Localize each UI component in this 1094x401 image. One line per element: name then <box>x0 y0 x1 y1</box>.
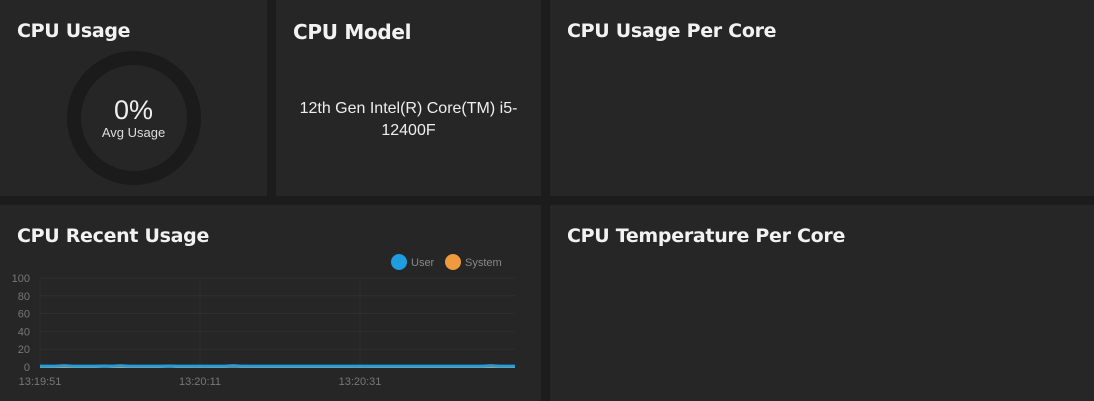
cpu-model-name: 12th Gen Intel(R) Core(TM) i5-12400F <box>299 100 518 139</box>
cpu-model-title: CPU Model <box>293 20 412 44</box>
x-tick-label: 13:20:31 <box>339 376 382 388</box>
y-tick-label: 20 <box>18 344 30 356</box>
x-tick-label: 13:20:11 <box>179 376 221 388</box>
legend-user-label: User <box>411 257 435 269</box>
y-tick-label: 80 <box>18 291 30 303</box>
y-tick-label: 0 <box>24 362 30 374</box>
cpu-recent-usage-chart: 0 20 40 60 80 100 13:19:51 13:20:11 13:20:31 User… <box>12 254 515 388</box>
y-tick-label: 100 <box>12 273 30 285</box>
legend-system-swatch <box>445 254 461 270</box>
cpu-model-panel: CPU Model 12th Gen Intel(R) Core(TM) i5-… <box>276 0 541 196</box>
cpu-usage-gauge <box>67 51 201 185</box>
cpu-usage-per-core-title: CPU Usage Per Core <box>567 20 777 42</box>
y-tick-label: 60 <box>18 309 30 321</box>
cpu-usage-per-core-chart: 020406080100123456789101112 <box>550 0 1094 196</box>
cpu-usage-label: Avg Usage <box>101 125 166 140</box>
x-tick-label: 13:19:51 <box>19 376 62 388</box>
cpu-recent-usage-title: CPU Recent Usage <box>17 225 210 247</box>
cpu-recent-usage-panel: CPU Recent Usage 0 20 40 60 80 100 13:19:51 13:… <box>0 205 541 401</box>
cpu-temperature-panel: CPU Temperature Per Core 020406080100123… <box>550 205 1094 401</box>
cpu-temperature-chart: 020406080100123456789101112 <box>550 205 1094 401</box>
legend-user-swatch <box>391 254 407 270</box>
cpu-usage-panel: CPU Usage 0% Avg Usage <box>0 0 267 196</box>
cpu-usage-value: 0% <box>113 95 154 125</box>
y-tick-label: 40 <box>18 326 30 338</box>
legend-system-label: System <box>465 257 502 269</box>
cpu-usage-title: CPU Usage <box>17 20 131 42</box>
cpu-temperature-title: CPU Temperature Per Core <box>567 225 846 247</box>
cpu-usage-per-core-panel: CPU Usage Per Core 020406080100123456789… <box>550 0 1094 196</box>
